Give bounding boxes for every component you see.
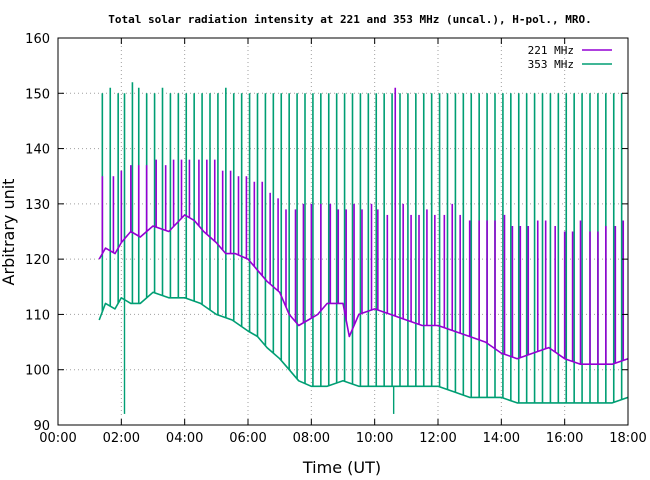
x-tick-label: 08:00	[293, 431, 330, 446]
y-axis-label: Arbitrary unit	[0, 179, 18, 286]
y-tick-label: 110	[25, 308, 50, 323]
legend-label: 353 MHz	[528, 58, 574, 71]
x-tick-label: 00:00	[39, 431, 76, 446]
chart-title: Total solar radiation intensity at 221 a…	[108, 13, 591, 26]
legend-label: 221 MHz	[528, 44, 574, 57]
plot-area	[98, 82, 629, 414]
axis-ticks: 00:00 02:00 04:00 06:00 08:00 10:00 12:00 14:00…	[25, 32, 647, 446]
y-tick-label: 160	[25, 32, 50, 47]
y-tick-label: 100	[25, 364, 50, 379]
y-tick-label: 140	[25, 143, 50, 158]
x-tick-label: 12:00	[419, 431, 456, 446]
series-line	[98, 291, 629, 404]
x-tick-label: 02:00	[103, 431, 140, 446]
series-221-mhz	[98, 87, 629, 365]
y-tick-label: 90	[33, 419, 50, 434]
grid	[58, 38, 628, 425]
plot-frame	[57, 37, 629, 426]
x-tick-label: 10:00	[356, 431, 393, 446]
series-353-mhz	[98, 82, 629, 414]
x-axis-label: Time (UT)	[302, 458, 381, 477]
x-tick-label: 18:00	[609, 431, 646, 446]
x-tick-label: 06:00	[229, 431, 266, 446]
series-line	[98, 214, 629, 365]
x-tick-label: 14:00	[483, 431, 520, 446]
y-tick-label: 120	[25, 253, 50, 268]
y-tick-label: 130	[25, 198, 50, 213]
x-tick-label: 16:00	[546, 431, 583, 446]
y-tick-label: 150	[25, 87, 50, 102]
x-tick-label: 04:00	[166, 431, 203, 446]
